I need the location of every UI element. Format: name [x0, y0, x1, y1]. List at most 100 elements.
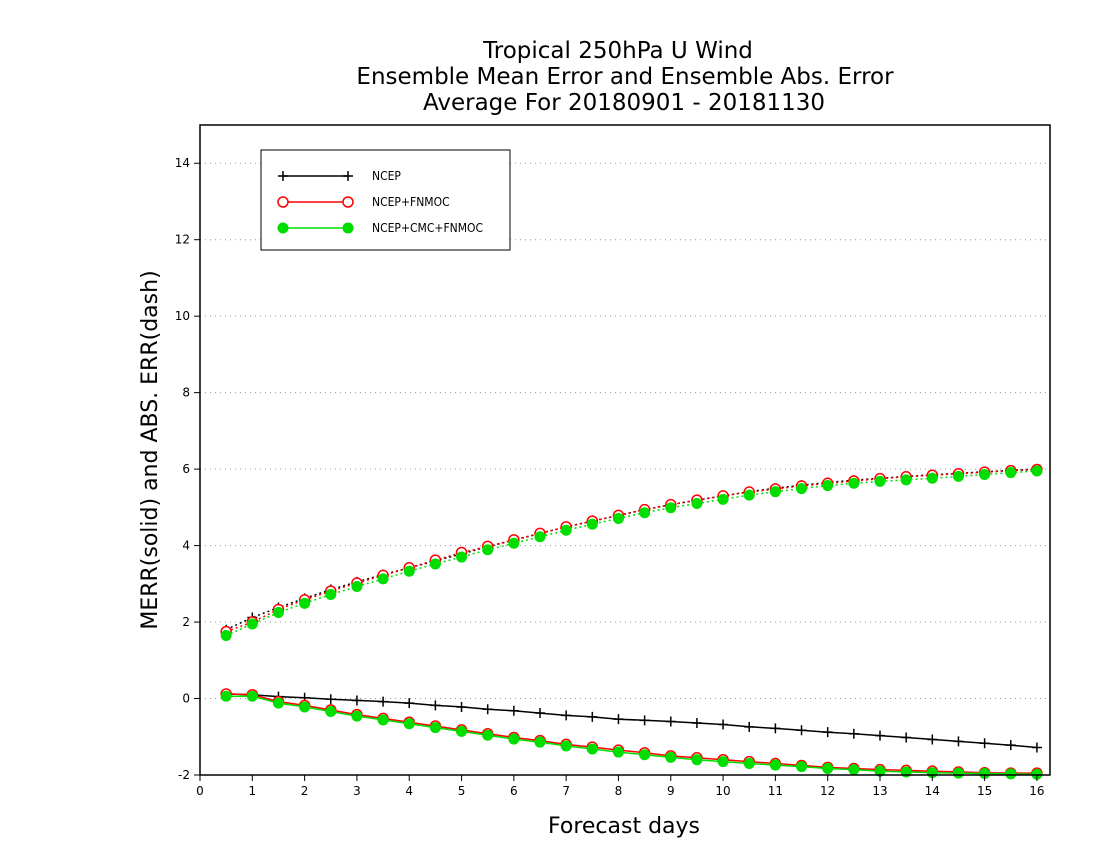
data-point: [220, 690, 232, 702]
x-tick-label: 2: [301, 784, 309, 798]
data-point: [1031, 742, 1042, 753]
series-abs-err-line: [225, 468, 1037, 631]
title-line-3: Average For 20180901 - 20181130: [423, 90, 825, 116]
data-point: [848, 728, 859, 739]
data-point: [665, 716, 676, 727]
data-point: [718, 719, 729, 730]
data-point: [587, 711, 598, 722]
data-point: [953, 736, 964, 747]
y-tick-label: -2: [178, 768, 190, 782]
data-point: [351, 710, 363, 722]
data-point: [535, 708, 545, 719]
y-tick-label: 14: [175, 156, 190, 170]
x-tick-label: 9: [667, 784, 675, 798]
series-merr-line: [226, 695, 1037, 775]
series-merr-line: [226, 693, 1037, 749]
series-1: [220, 463, 1043, 779]
data-point: [822, 727, 833, 738]
y-tick-label: 4: [182, 539, 190, 553]
legend-box: [260, 149, 511, 251]
data-point: [508, 705, 519, 716]
data-point: [770, 723, 781, 734]
data-point: [613, 714, 624, 725]
x-tick-label: 1: [248, 784, 256, 798]
data-point: [717, 756, 729, 768]
data-point: [796, 761, 808, 773]
data-point: [429, 722, 441, 734]
data-point: [952, 767, 964, 779]
data-point: [325, 706, 337, 718]
data-point: [1005, 740, 1016, 751]
x-tick-label: 15: [977, 784, 992, 798]
data-point: [351, 695, 362, 706]
data-point: [220, 629, 232, 641]
data-point: [456, 701, 467, 712]
x-tick-label: 4: [405, 784, 413, 798]
data-point: [743, 489, 755, 501]
data-point: [560, 524, 572, 536]
chart-title: Tropical 250hPa U Wind Ensemble Mean Err…: [356, 38, 894, 116]
data-point: [691, 754, 703, 766]
data-point: [848, 477, 860, 489]
data-point: [430, 700, 441, 711]
data-point: [272, 607, 284, 618]
data-point: [325, 694, 336, 705]
data-point: [482, 729, 494, 741]
data-point: [612, 746, 624, 758]
data-point: [901, 732, 912, 743]
y-axis-label: MERR(solid) and ABS. ERR(dash): [138, 270, 163, 629]
series-2: [220, 465, 1043, 780]
x-tick-label: 14: [925, 784, 940, 798]
x-tick-label: 7: [562, 784, 570, 798]
data-point: [900, 474, 912, 486]
data-point: [351, 581, 363, 592]
data-point: [534, 736, 546, 748]
data-point: [342, 196, 354, 208]
data-point: [246, 690, 258, 702]
data-point: [377, 573, 389, 585]
series-0: [221, 464, 1042, 753]
data-point: [246, 618, 258, 630]
data-point: [769, 486, 781, 498]
y-tick-label: 6: [182, 462, 190, 476]
data-point: [404, 698, 415, 709]
data-point: [403, 565, 415, 577]
data-point: [277, 196, 289, 208]
data-point: [1005, 467, 1017, 479]
data-point: [342, 222, 354, 234]
data-point: [299, 701, 311, 713]
x-tick-label: 13: [872, 784, 887, 798]
data-point: [377, 714, 389, 726]
title-line-1: Tropical 250hPa U Wind: [482, 38, 753, 64]
data-point: [325, 589, 337, 601]
series-abs-err-line: [225, 468, 1037, 633]
y-tick-label: 0: [182, 692, 190, 706]
data-point: [769, 759, 781, 771]
y-tick-label: 8: [182, 386, 190, 400]
series-merr-line: [226, 693, 1037, 774]
data-point: [456, 551, 468, 563]
data-point: [482, 544, 494, 556]
x-tick-label: 12: [820, 784, 835, 798]
title-line-2: Ensemble Mean Error and Ensemble Abs. Er…: [356, 64, 894, 90]
x-tick-label: 11: [768, 784, 783, 798]
data-point: [952, 470, 964, 482]
data-point: [612, 512, 624, 524]
x-tick-label: 16: [1029, 784, 1044, 798]
data-point: [822, 763, 834, 774]
x-tick-label: 8: [615, 784, 623, 798]
data-point: [508, 537, 520, 549]
data-point: [639, 507, 651, 519]
legend-entry: NCEP+CMC+FNMOC: [277, 221, 483, 235]
data-point: [482, 704, 493, 715]
data-point: [665, 751, 677, 763]
x-tick-label: 6: [510, 784, 518, 798]
plot-frame: [199, 124, 1051, 776]
data-point: [717, 493, 729, 505]
data-point: [560, 740, 572, 752]
data-point: [796, 725, 807, 736]
plot-series: [220, 463, 1043, 780]
data-point: [586, 743, 598, 755]
